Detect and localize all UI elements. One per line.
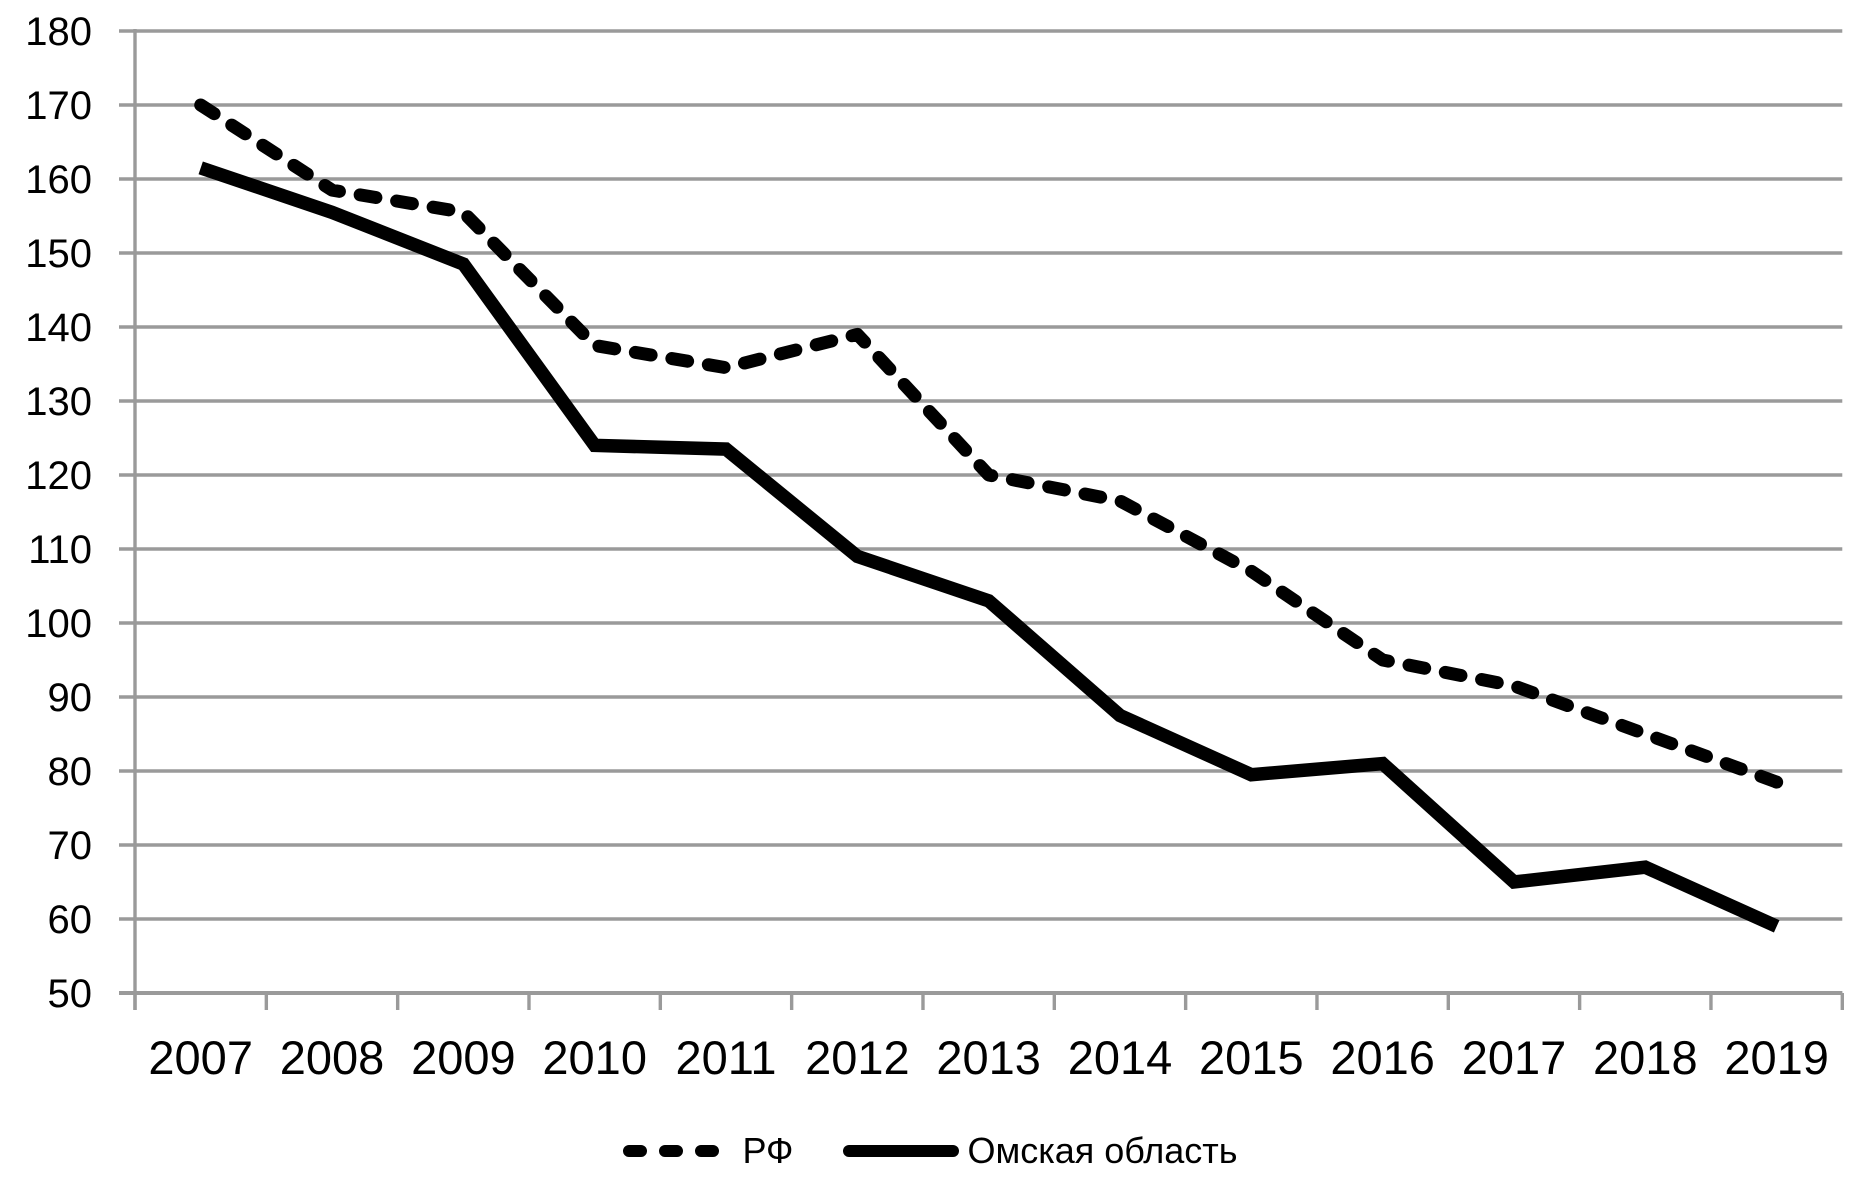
x-axis-tick-label: 2007 bbox=[148, 1031, 253, 1084]
legend-item-omsk-oblast: Омская область bbox=[843, 1130, 1238, 1172]
dashed-line-swatch bbox=[623, 1145, 721, 1157]
y-axis-tick-label: 160 bbox=[25, 158, 92, 202]
y-axis-tick-label: 50 bbox=[48, 972, 93, 1016]
rf-series-end-dot bbox=[1770, 775, 1784, 789]
x-axis-tick-label: 2019 bbox=[1724, 1031, 1829, 1084]
rf-series-line bbox=[194, 98, 1784, 789]
y-axis-tick-label: 80 bbox=[48, 750, 93, 794]
y-axis-tick-label: 150 bbox=[25, 232, 92, 276]
omsk-oblast-series-line bbox=[198, 161, 1780, 933]
x-axis-tick-label: 2011 bbox=[675, 1031, 776, 1084]
x-axis-tick-label: 2008 bbox=[280, 1031, 385, 1084]
y-axis-tick-label: 140 bbox=[25, 306, 92, 350]
x-axis-tick-label: 2018 bbox=[1593, 1031, 1698, 1084]
chart-legend: РФ Омская область bbox=[0, 1124, 1860, 1178]
y-axis-tick-label: 110 bbox=[28, 528, 92, 572]
y-axis-tick-label: 100 bbox=[25, 602, 92, 646]
legend-item-rf: РФ bbox=[622, 1130, 793, 1172]
y-axis-tick-label: 90 bbox=[48, 676, 93, 720]
y-axis-tick-label: 120 bbox=[25, 454, 92, 498]
x-axis-tick-label: 2016 bbox=[1330, 1031, 1435, 1084]
solid-line-swatch bbox=[843, 1145, 960, 1157]
x-axis-tick-label: 2013 bbox=[936, 1031, 1041, 1084]
x-axis-tick-label: 2014 bbox=[1068, 1031, 1173, 1084]
x-axis-tick-label: 2010 bbox=[542, 1031, 647, 1084]
y-axis-tick-label: 180 bbox=[25, 10, 92, 54]
y-axis-tick-label: 60 bbox=[48, 898, 93, 942]
x-axis-tick-label: 2015 bbox=[1199, 1031, 1304, 1084]
y-axis-tick-label: 130 bbox=[25, 380, 92, 424]
x-axis-tick-label: 2017 bbox=[1462, 1031, 1567, 1084]
x-axis-tick-label: 2009 bbox=[411, 1031, 516, 1084]
legend-label-omsk-oblast: Омская область bbox=[967, 1130, 1238, 1171]
y-axis-tick-label: 70 bbox=[48, 824, 93, 868]
x-axis-tick-label: 2012 bbox=[805, 1031, 910, 1084]
y-axis-tick-label: 170 bbox=[25, 84, 92, 128]
legend-label-rf: РФ bbox=[742, 1130, 794, 1171]
